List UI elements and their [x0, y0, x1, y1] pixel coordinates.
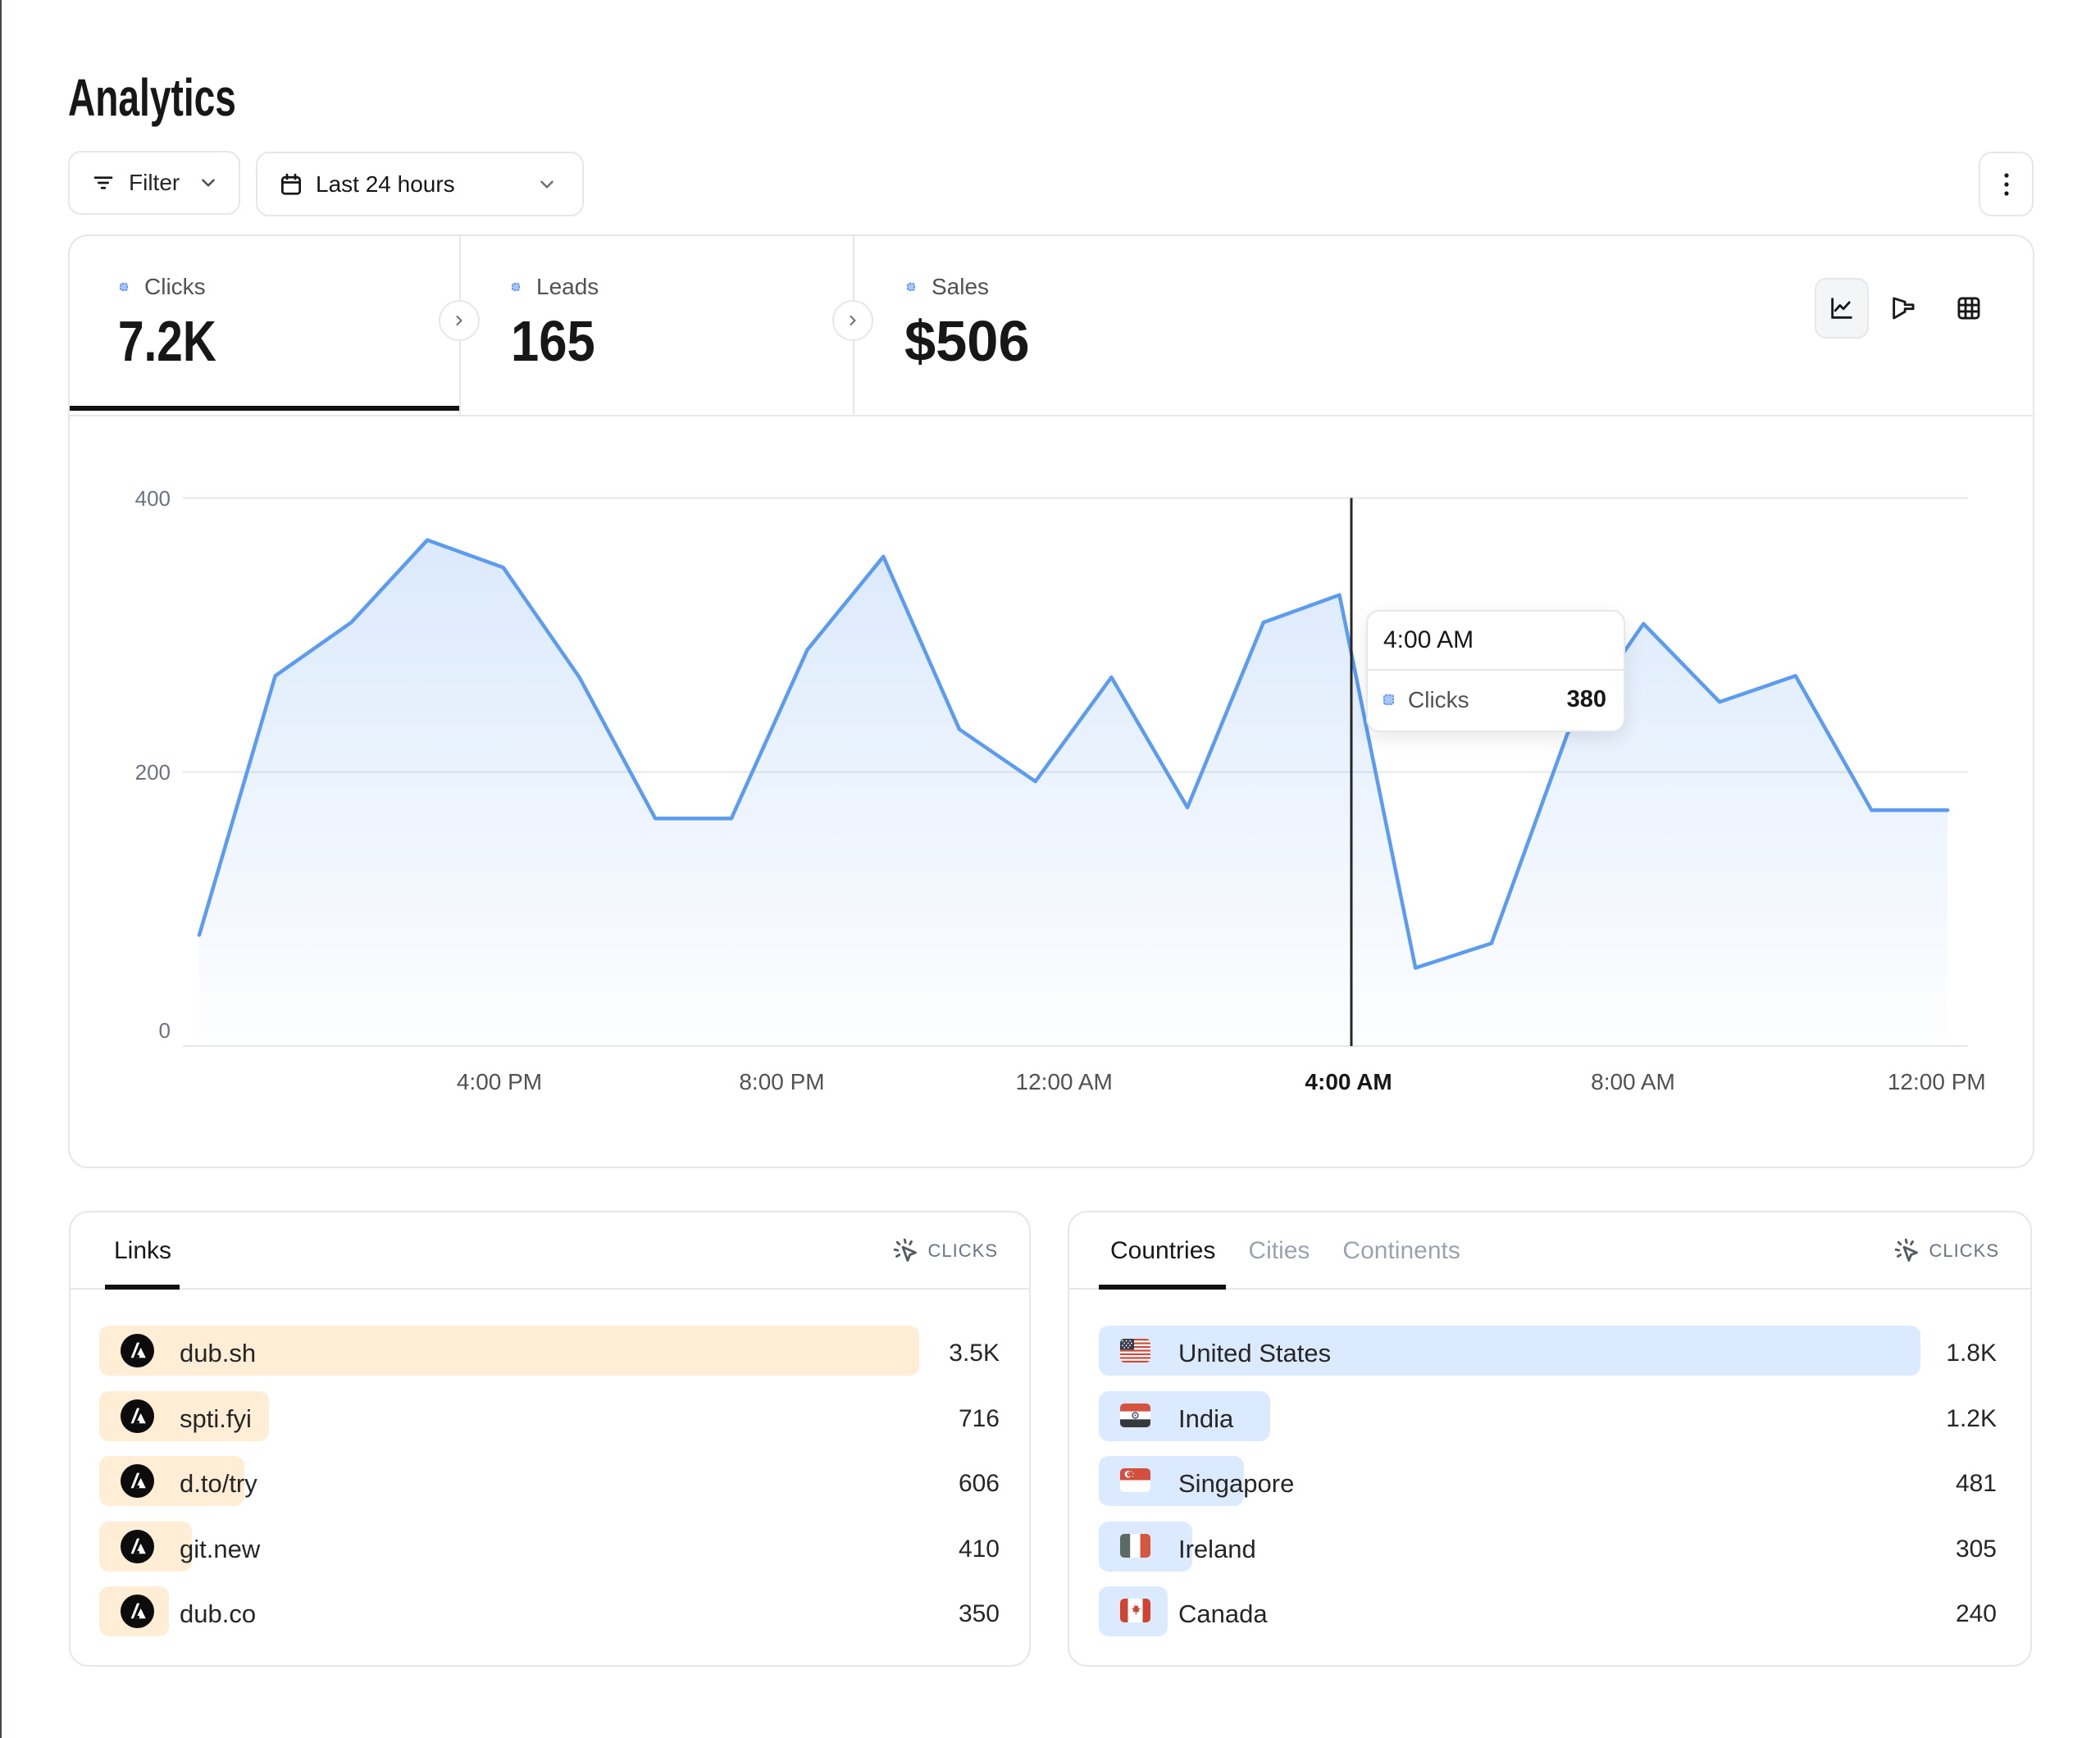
svg-text:8:00 AM: 8:00 AM [1591, 1069, 1675, 1094]
svg-text:0: 0 [159, 1018, 171, 1043]
svg-text:12:00 AM: 12:00 AM [1016, 1069, 1113, 1094]
svg-text:4:00 PM: 4:00 PM [457, 1069, 542, 1094]
svg-text:12:00 PM: 12:00 PM [1888, 1069, 1986, 1094]
svg-text:8:00 PM: 8:00 PM [739, 1069, 824, 1094]
svg-text:400: 400 [135, 486, 171, 511]
svg-text:4:00 AM: 4:00 AM [1305, 1069, 1392, 1094]
svg-text:200: 200 [135, 760, 171, 785]
